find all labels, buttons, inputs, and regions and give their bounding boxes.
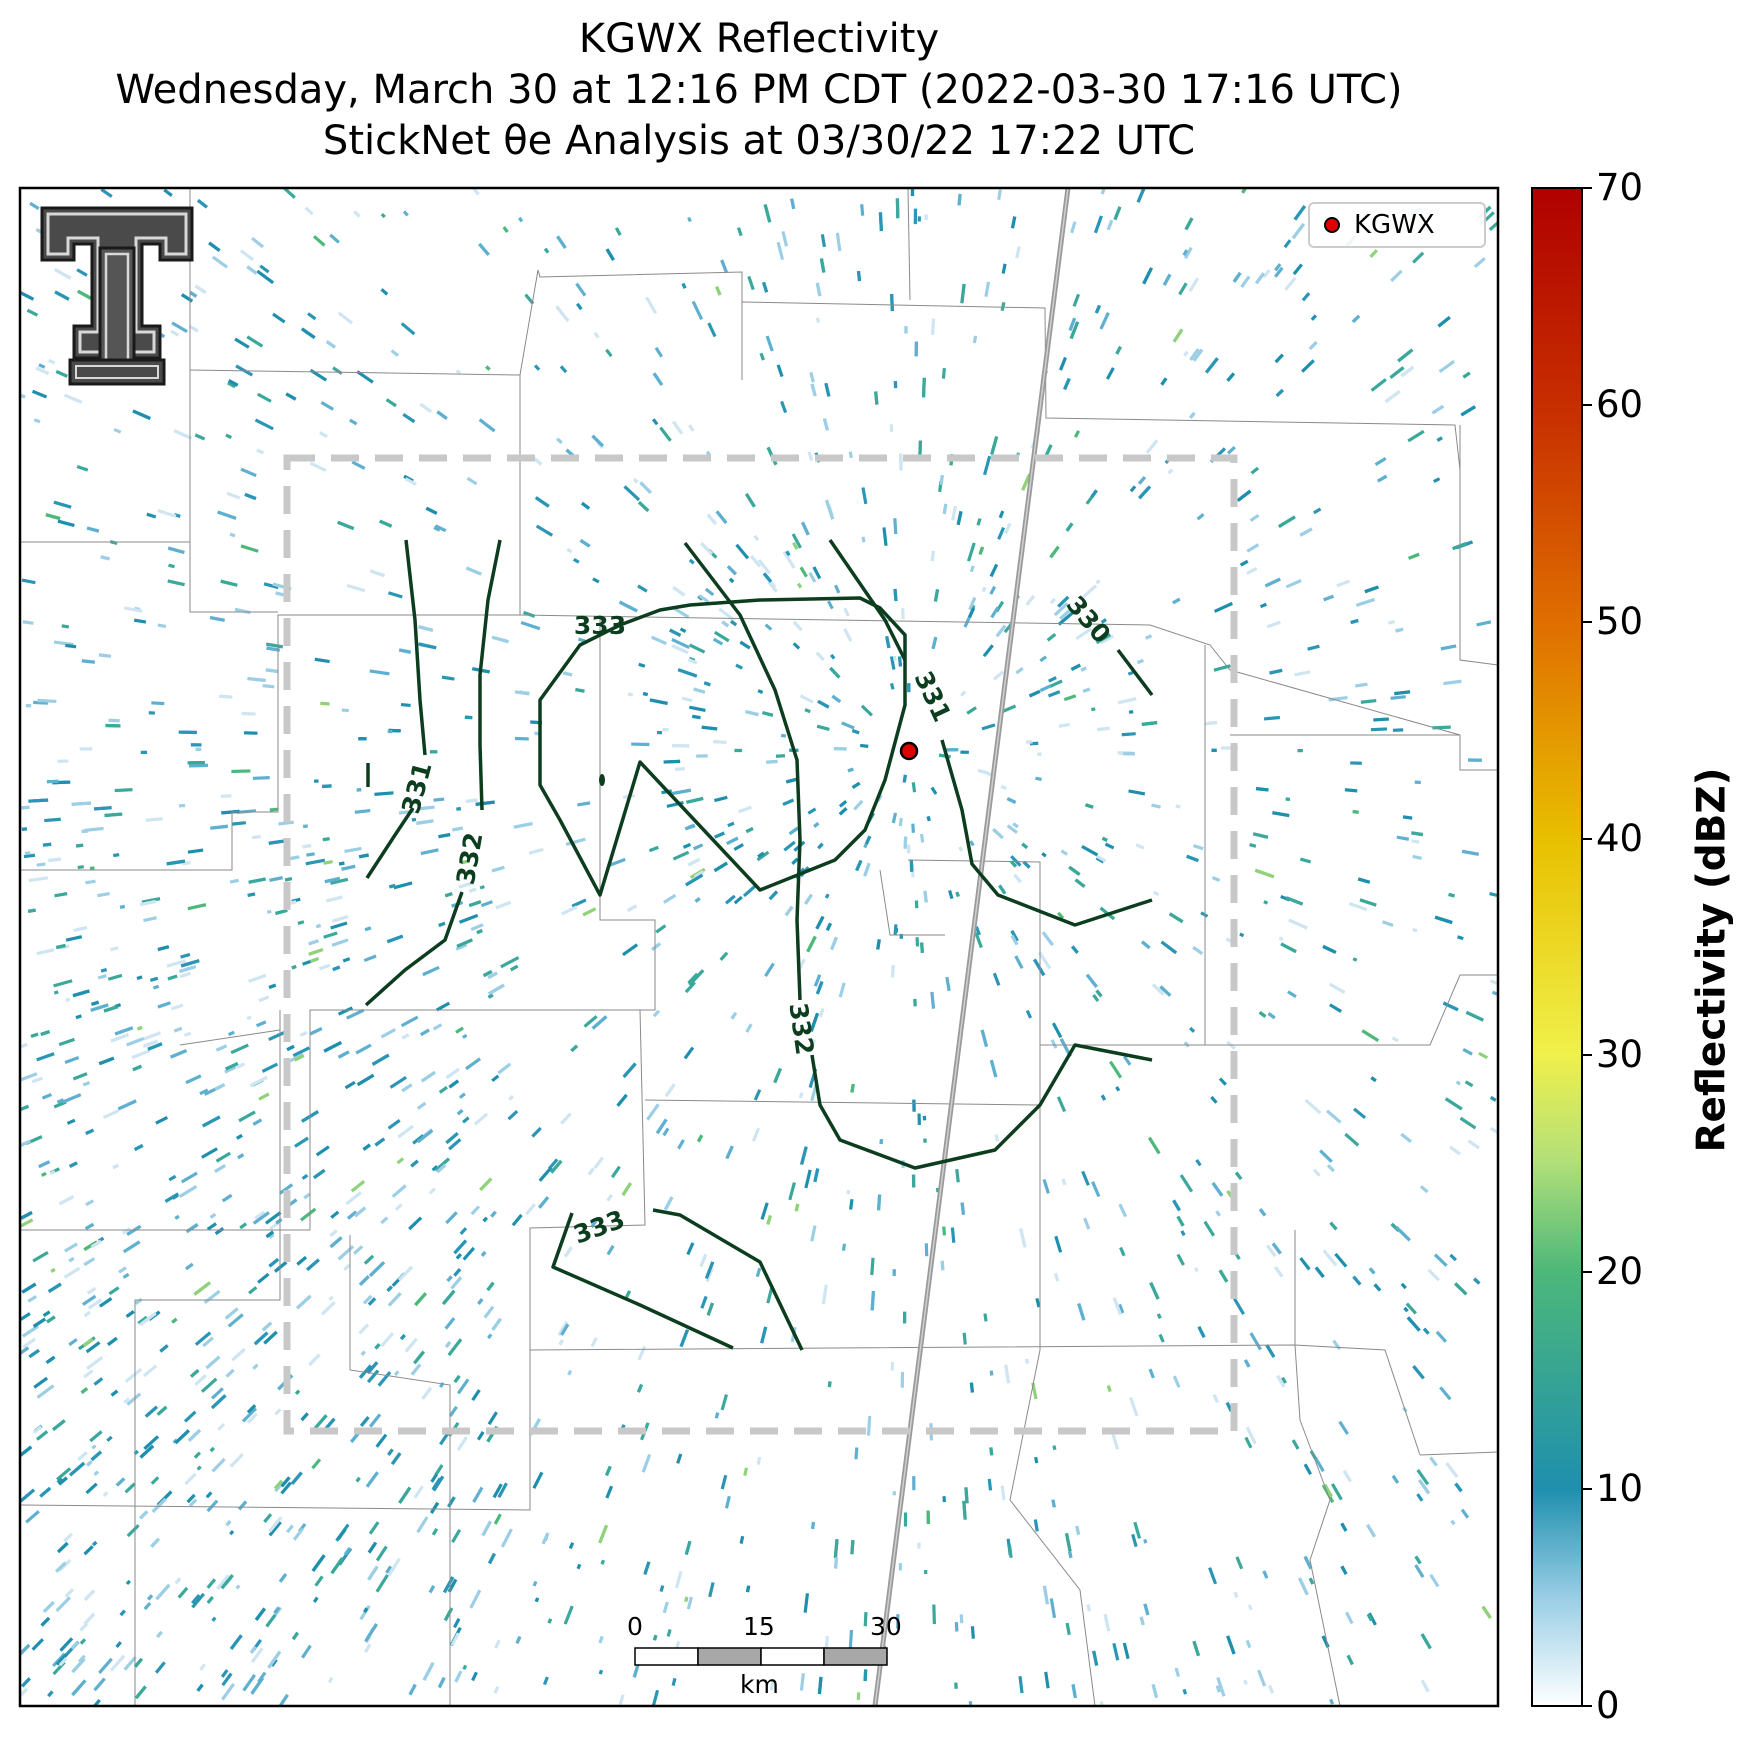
scale-bar-tick-30: 30 bbox=[870, 1612, 902, 1641]
map-legend: KGWX bbox=[1308, 202, 1486, 248]
colorbar-tick-40: 40 bbox=[1596, 817, 1644, 860]
scale-bar-tick-15: 15 bbox=[743, 1612, 775, 1641]
contour-333-south bbox=[652, 1208, 804, 1351]
contour-332-west-lower bbox=[364, 891, 464, 1007]
contour-label-332-center: 332 bbox=[783, 1001, 819, 1057]
title-line-1: KGWX Reflectivity bbox=[578, 16, 940, 62]
colorbar-tick-30: 30 bbox=[1596, 1033, 1644, 1076]
colorbar-label: Reflectivity (dBZ) bbox=[1689, 767, 1735, 1153]
figure-title: KGWX Reflectivity Wednesday, March 30 at… bbox=[0, 14, 1518, 167]
legend-label: KGWX bbox=[1354, 210, 1435, 240]
scale-bar bbox=[634, 1647, 888, 1666]
scale-bar-unit: km bbox=[740, 1670, 779, 1699]
double-t-logo bbox=[40, 206, 194, 386]
map-background bbox=[20, 188, 1498, 1706]
colorbar-ticks bbox=[1582, 187, 1592, 1707]
colorbar-tick-60: 60 bbox=[1596, 383, 1644, 426]
theta-e-contours bbox=[364, 539, 1154, 1351]
contour-332-center-lower bbox=[810, 1043, 1153, 1170]
theta-e-blob bbox=[599, 774, 605, 786]
colorbar-tick-70: 70 bbox=[1596, 166, 1644, 209]
contour-333-south-lower bbox=[551, 1212, 734, 1350]
reflectivity-field bbox=[20, 188, 1498, 1706]
legend-marker-icon bbox=[1324, 217, 1340, 233]
colorbar-tick-10: 10 bbox=[1596, 1467, 1644, 1510]
colorbar-tick-0: 0 bbox=[1596, 1684, 1620, 1727]
contour-332-west bbox=[478, 539, 502, 811]
contour-333-north bbox=[538, 596, 907, 897]
contour-330 bbox=[1116, 648, 1154, 697]
contour-331-east bbox=[828, 539, 907, 661]
contour-331-west-lower bbox=[365, 807, 415, 879]
county-boundaries bbox=[20, 188, 1498, 1706]
title-line-3: StickNet θe Analysis at 03/30/22 17:22 U… bbox=[322, 118, 1196, 164]
highway bbox=[872, 188, 1071, 1706]
colorbar-tick-50: 50 bbox=[1596, 600, 1644, 643]
title-line-2: Wednesday, March 30 at 12:16 PM CDT (202… bbox=[115, 67, 1403, 113]
contour-label-333-north: 333 bbox=[574, 611, 626, 640]
contour-332-center bbox=[683, 541, 802, 1001]
analysis-domain-box bbox=[283, 454, 1238, 1435]
contour-331-west bbox=[404, 539, 427, 756]
colorbar-tick-20: 20 bbox=[1596, 1250, 1644, 1293]
radar-site-marker bbox=[899, 741, 919, 761]
map-frame bbox=[18, 186, 1500, 1708]
contour-331-east-lower bbox=[940, 739, 1153, 927]
scale-bar-tick-0: 0 bbox=[627, 1612, 643, 1641]
colorbar bbox=[1531, 187, 1583, 1707]
